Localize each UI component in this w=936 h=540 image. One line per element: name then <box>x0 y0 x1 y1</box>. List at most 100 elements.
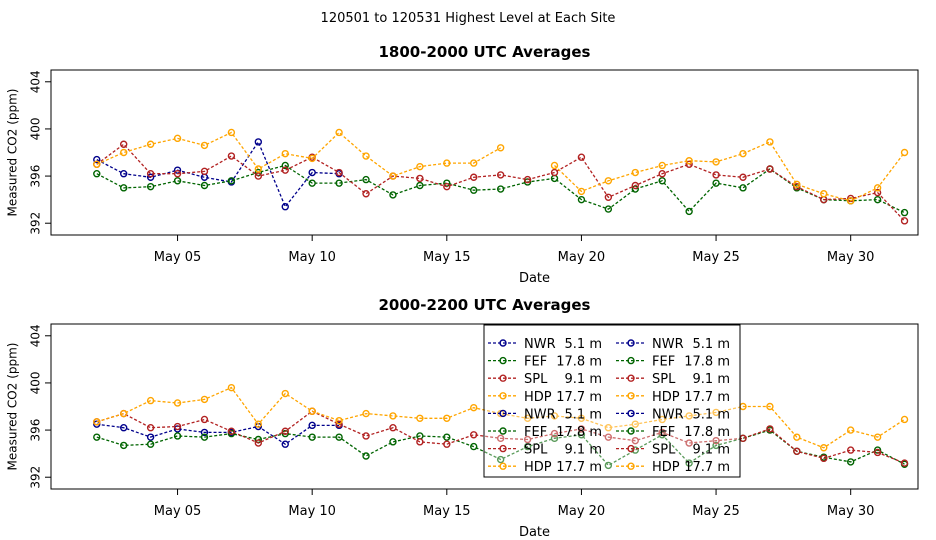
data-point <box>308 407 316 415</box>
legend-height: 17.7 m <box>684 460 730 475</box>
data-point <box>389 424 397 432</box>
data-point <box>443 440 451 448</box>
data-point <box>146 440 155 448</box>
data-point <box>93 418 101 426</box>
data-point <box>281 166 289 174</box>
data-point <box>712 441 720 450</box>
data-point <box>846 458 855 466</box>
series-hdp <box>93 128 909 205</box>
data-point <box>389 191 397 199</box>
data-point <box>254 165 263 173</box>
data-point <box>335 433 343 441</box>
data-point <box>416 414 424 422</box>
legend-height: 9.1 m <box>693 372 730 387</box>
x-axis-label: Date <box>519 271 550 286</box>
data-point <box>443 182 451 191</box>
data-point <box>766 425 774 433</box>
data-point <box>146 424 155 432</box>
data-point <box>93 160 101 168</box>
data-point <box>712 408 720 417</box>
data-point <box>766 138 774 146</box>
y-tick-label: 400 <box>29 371 43 394</box>
chart-title: 2000-2200 UTC Averages <box>379 296 591 314</box>
data-point <box>254 439 263 447</box>
y-tick-label: 396 <box>29 165 43 188</box>
data-point <box>793 182 801 191</box>
data-point <box>873 184 882 192</box>
legend-height: 17.8 m <box>556 355 602 370</box>
data-point <box>173 170 182 178</box>
legend-height: 9.1 m <box>565 443 602 458</box>
data-point <box>470 159 478 167</box>
legend-entry: FEF 17.8 m <box>616 425 730 440</box>
legend-height: 17.8 m <box>684 355 730 370</box>
data-point <box>523 435 532 444</box>
data-point <box>308 421 316 430</box>
data-point <box>362 432 370 440</box>
series-line <box>96 423 340 445</box>
data-point <box>200 167 209 176</box>
legend-marker <box>499 444 507 453</box>
data-point <box>900 415 909 424</box>
data-point <box>281 203 289 211</box>
data-point <box>362 190 370 198</box>
data-point <box>146 170 155 178</box>
legend-entry: HDP 17.7 m <box>488 460 602 475</box>
series-line <box>96 140 340 208</box>
data-point <box>173 432 182 440</box>
data-point <box>496 455 505 464</box>
y-tick-label: 392 <box>29 466 43 489</box>
data-point <box>119 148 128 157</box>
legend-entry: NWR 5.1 m <box>616 337 730 352</box>
data-point <box>173 422 182 431</box>
data-point <box>631 436 639 445</box>
data-point <box>308 179 316 187</box>
data-point <box>846 426 855 434</box>
data-point <box>227 177 236 185</box>
data-point <box>93 433 101 441</box>
legend-name: HDP <box>652 460 680 475</box>
data-point <box>443 414 451 422</box>
legend-entry: NWR 5.1 m <box>488 337 602 352</box>
x-tick-label: May 05 <box>154 504 202 519</box>
data-point <box>685 412 693 420</box>
data-point <box>820 444 828 452</box>
series-fef <box>93 161 909 217</box>
data-point <box>470 186 478 194</box>
legend-entry: HDP 17.7 m <box>616 460 730 475</box>
data-point <box>550 429 559 438</box>
data-point <box>523 414 532 422</box>
series-spl <box>93 140 909 225</box>
data-point <box>119 170 128 178</box>
data-point <box>685 439 693 447</box>
data-point <box>389 438 397 446</box>
data-point <box>281 149 289 158</box>
data-point <box>308 168 316 177</box>
data-point <box>254 420 263 428</box>
legend-entry: FEF 17.8 m <box>616 355 730 370</box>
legend-name: HDP <box>524 460 552 475</box>
x-tick-label: May 20 <box>558 504 606 519</box>
data-point <box>173 177 182 185</box>
x-tick-label: May 05 <box>154 250 202 265</box>
legend-name: NWR <box>524 337 556 352</box>
data-point <box>658 428 666 437</box>
legend-box <box>483 324 741 478</box>
legend-name: SPL <box>652 443 676 458</box>
data-point <box>577 414 586 422</box>
legend-height: 17.7 m <box>556 390 602 405</box>
data-point <box>712 158 720 166</box>
x-tick-label: May 25 <box>692 250 740 265</box>
legend-name: FEF <box>524 355 547 370</box>
legend-name: FEF <box>652 425 675 440</box>
data-point <box>739 173 747 181</box>
legend-name: HDP <box>652 390 680 405</box>
legend-marker <box>499 462 507 470</box>
y-axis-label: Measured CO2 (ppm) <box>6 89 20 217</box>
series-line <box>96 131 906 202</box>
data-point <box>227 128 236 137</box>
data-point <box>335 179 343 187</box>
series-line <box>96 143 905 222</box>
data-point <box>389 412 397 420</box>
